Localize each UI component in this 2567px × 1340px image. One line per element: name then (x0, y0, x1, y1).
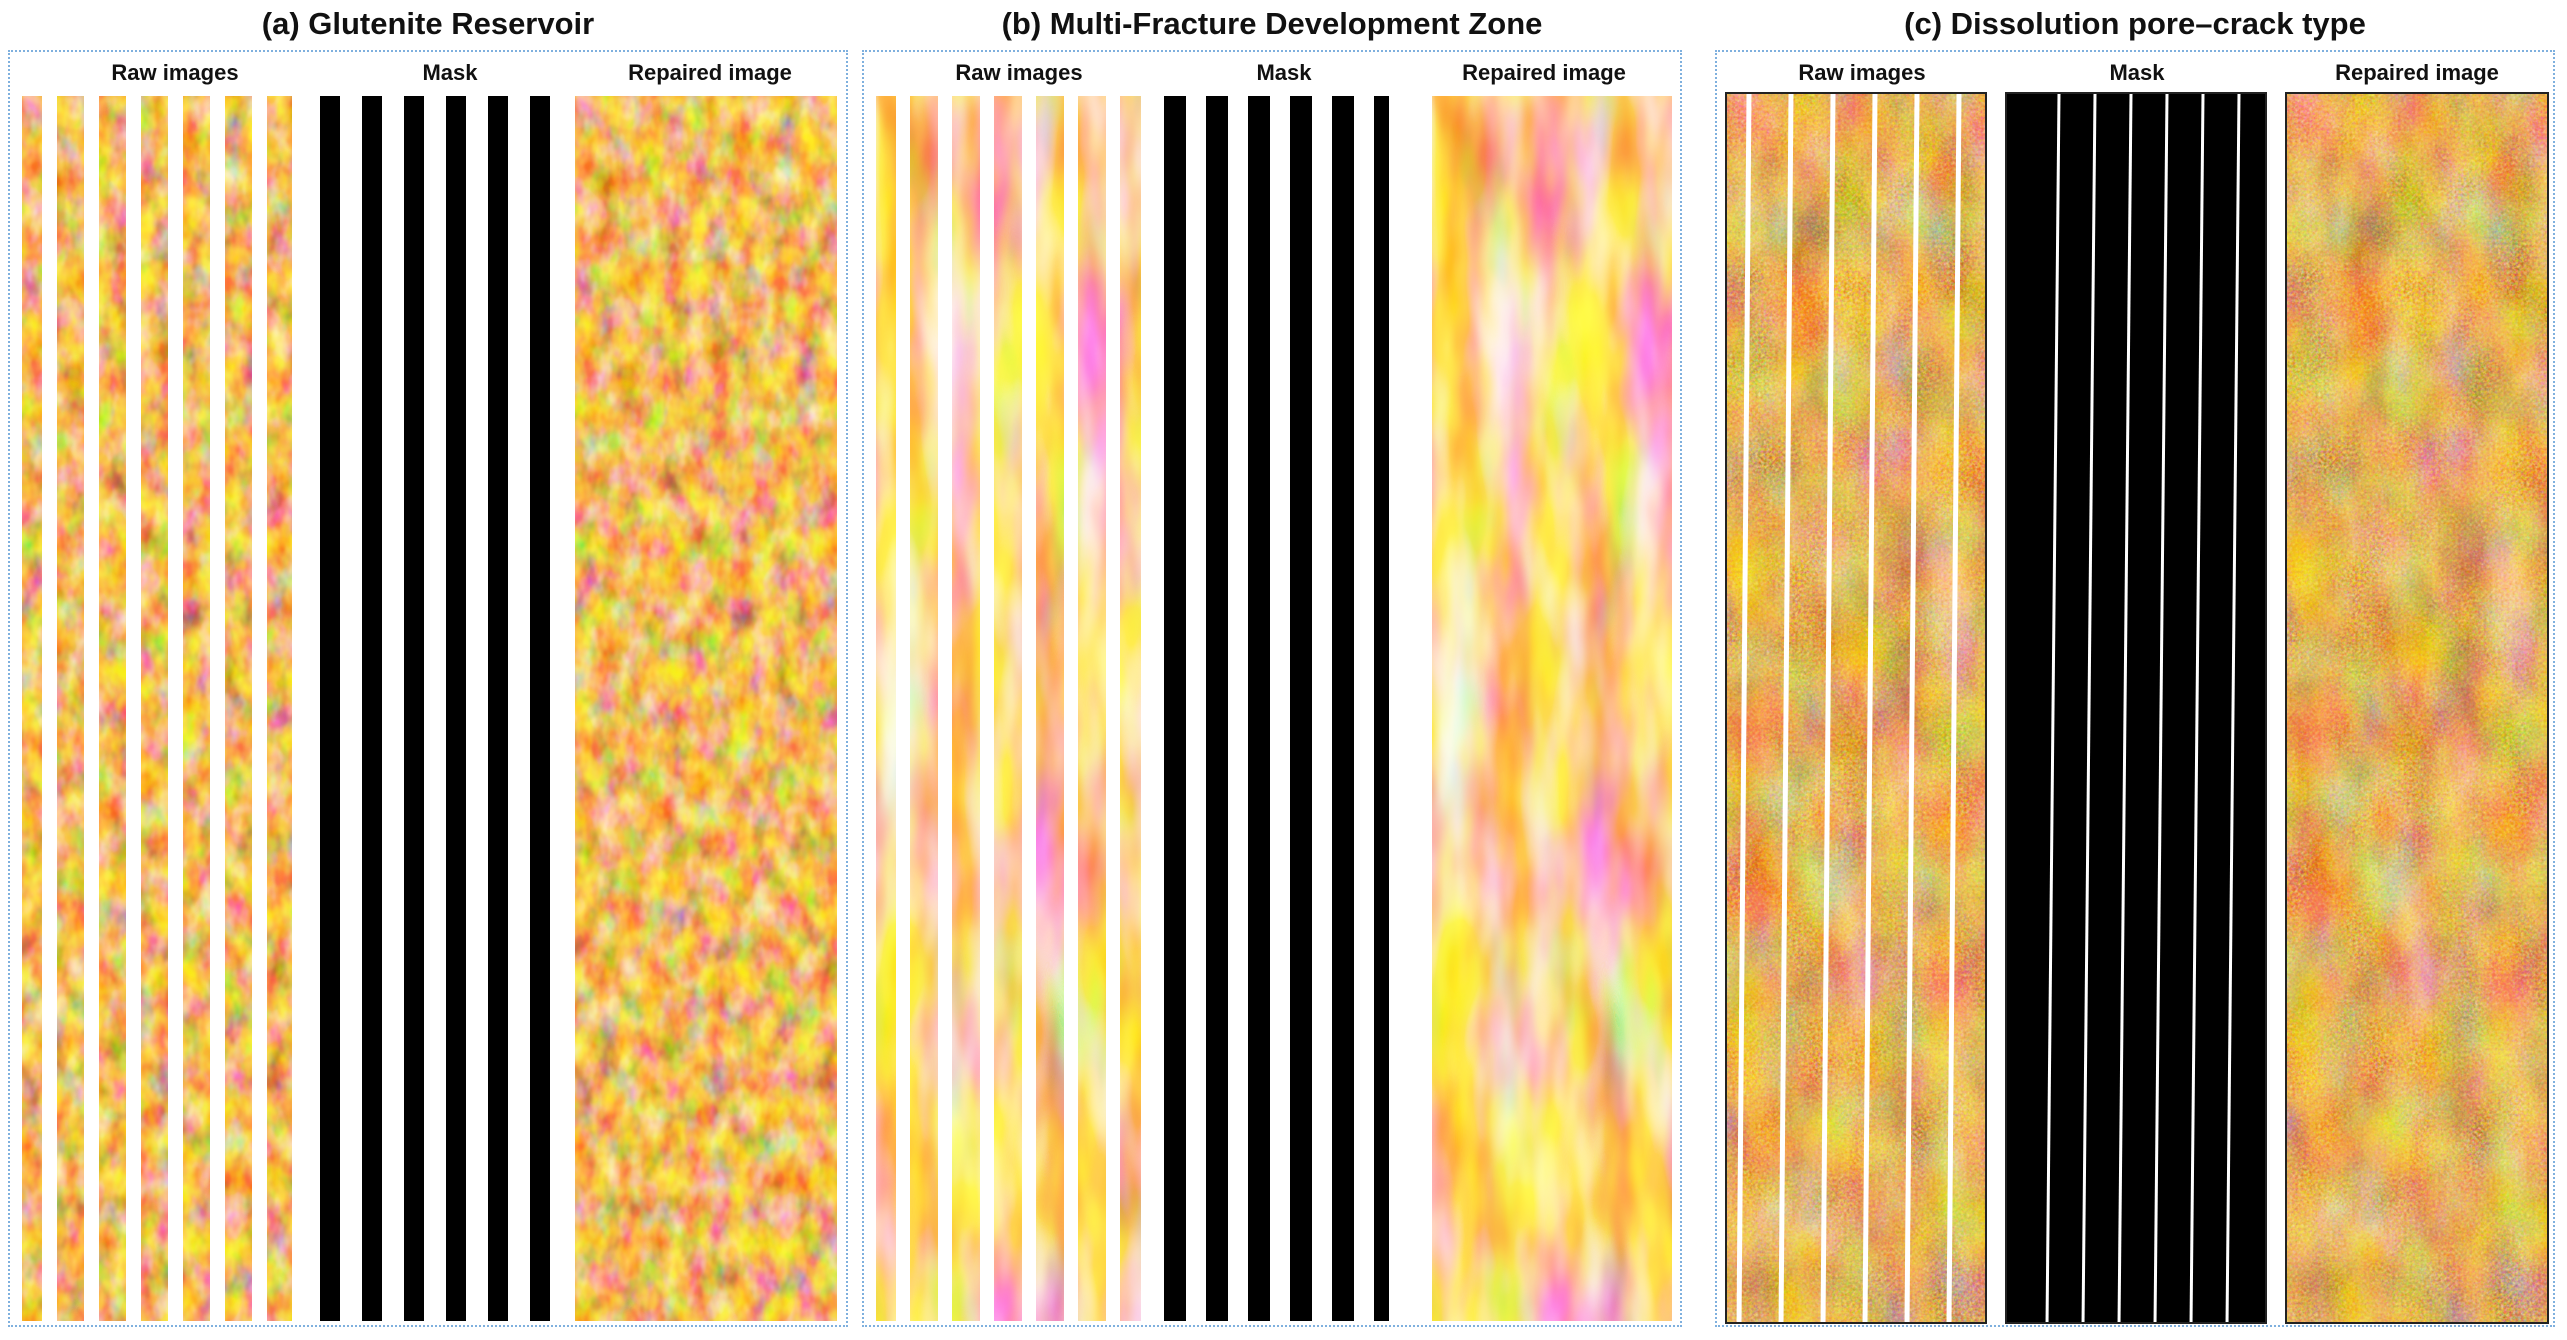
panel-a-raw-stripe (42, 96, 57, 1321)
panel-b-repaired-label: Repaired image (1462, 60, 1626, 85)
panel-c-raw-crack-line (1736, 94, 1752, 1322)
panel-c-raw-crack-line (1778, 94, 1794, 1322)
panel-a-mask-stripe (404, 96, 424, 1321)
panel-a-repaired-image (575, 96, 837, 1321)
panel-b-mask-image (1164, 96, 1389, 1321)
panel-a-title: (a) Glutenite Reservoir (261, 6, 595, 41)
panel-c-raw-label: Raw images (1798, 60, 1926, 85)
panel-c-mask-crack-line (2225, 94, 2241, 1322)
panel-c-mask-crack-line (2045, 94, 2061, 1322)
panel-b-mask-stripe (1248, 96, 1270, 1321)
panel-b-raw-stripe (938, 96, 952, 1321)
panel-a-mask-image (320, 96, 560, 1321)
panel-a-raw-stripe (84, 96, 99, 1321)
panel-b-mask-stripe (1290, 96, 1312, 1321)
panel-c: Raw images Mask Repaired image (1715, 50, 2555, 1327)
panel-c-repaired-svg (2287, 94, 2547, 1322)
panel-b-raw-label: Raw images (955, 60, 1083, 85)
panel-b-raw-stripe (896, 96, 910, 1321)
panel-a-raw-stripe (252, 96, 267, 1321)
panel-b-mask-stripe (1374, 96, 1389, 1321)
panel-c-mask-svg (2007, 94, 2265, 1322)
panel-a-raw-label: Raw images (111, 60, 239, 85)
panel-b-repaired-svg (1432, 96, 1672, 1321)
panel-a-raw-image (22, 96, 292, 1321)
panel-c-raw-crack-line (1862, 94, 1878, 1322)
panel-c-repaired-image (2285, 92, 2549, 1324)
panel-c-raw-crack-line (1946, 94, 1962, 1322)
panel-c-mask-crack-line (2081, 94, 2097, 1322)
panel-a-mask-stripe (320, 96, 340, 1321)
panel-c-mask-crack-line (2117, 94, 2133, 1322)
panel-b-repaired-image (1432, 96, 1672, 1321)
panel-c-raw-image (1725, 92, 1987, 1324)
panel-a: Raw images Mask Repaired image (8, 50, 848, 1327)
panel-a-raw-stripe (126, 96, 141, 1321)
panel-b-raw-stripe (980, 96, 994, 1321)
panel-b-mask-stripe (1332, 96, 1354, 1321)
panel-b: Raw images Mask Repaired image (862, 50, 1682, 1327)
panel-b-mask-svg (1164, 96, 1389, 1321)
panel-a-raw-stripe (210, 96, 225, 1321)
panel-c-mask-image (2005, 92, 2267, 1324)
panel-a-repaired-svg (575, 96, 837, 1321)
panel-b-raw-stripe (1064, 96, 1078, 1321)
panel-a-raw-stripe (168, 96, 183, 1321)
panel-a-mask-stripe (530, 96, 550, 1321)
panel-b-mask-label: Mask (1256, 60, 1312, 85)
panel-c-title: (c) Dissolution pore–crack type (1904, 6, 2366, 41)
panel-c-raw-crack-line (1904, 94, 1920, 1322)
panel-c-raw-crack-line (1820, 94, 1836, 1322)
panel-b-title: (b) Multi-Fracture Development Zone (1001, 6, 1543, 41)
panel-b-raw-stripe (1022, 96, 1036, 1321)
panel-b-mask-stripe (1206, 96, 1228, 1321)
panel-b-raw-stripe (1106, 96, 1120, 1321)
panel-a-raw-svg (22, 96, 292, 1321)
panel-b-raw-image (876, 96, 1141, 1321)
panel-a-mask-stripe (446, 96, 466, 1321)
panel-b-raw-svg (876, 96, 1141, 1321)
panel-a-mask-stripe (488, 96, 508, 1321)
panel-a-mask-label: Mask (422, 60, 478, 85)
panel-a-mask-stripe (362, 96, 382, 1321)
panel-a-mask-svg (320, 96, 560, 1321)
panel-c-repaired-label: Repaired image (2335, 60, 2499, 85)
panel-c-mask-label: Mask (2109, 60, 2165, 85)
panel-a-repaired-label: Repaired image (628, 60, 792, 85)
panel-c-mask-crack-line (2189, 94, 2205, 1322)
panel-b-mask-stripe (1164, 96, 1186, 1321)
panel-c-raw-svg (1727, 94, 1985, 1322)
panel-c-mask-crack-line (2153, 94, 2169, 1322)
